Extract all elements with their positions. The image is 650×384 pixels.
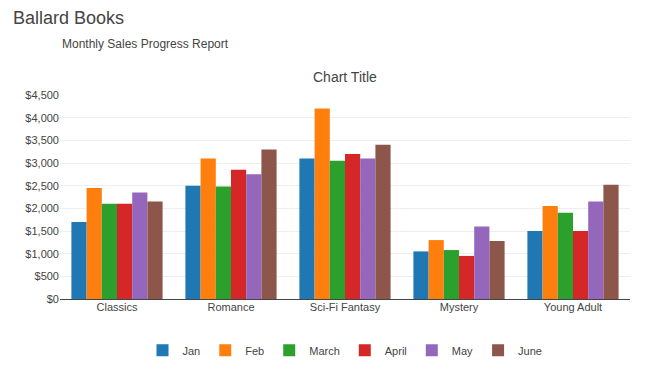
svg-text:Sci-Fi Fantasy: Sci-Fi Fantasy bbox=[310, 301, 381, 313]
svg-text:Chart Title: Chart Title bbox=[313, 69, 377, 85]
svg-text:$2,000: $2,000 bbox=[25, 202, 59, 214]
svg-text:March: March bbox=[309, 345, 340, 357]
svg-text:June: June bbox=[518, 345, 542, 357]
svg-text:Jan: Jan bbox=[183, 345, 201, 357]
svg-text:$4,000: $4,000 bbox=[25, 112, 59, 124]
svg-text:Romance: Romance bbox=[207, 301, 254, 313]
svg-text:$2,500: $2,500 bbox=[25, 180, 59, 192]
svg-text:May: May bbox=[452, 345, 473, 357]
svg-text:$0: $0 bbox=[47, 293, 59, 305]
svg-text:April: April bbox=[385, 345, 407, 357]
svg-text:$500: $500 bbox=[35, 270, 59, 282]
svg-text:Ballard Books: Ballard Books bbox=[13, 8, 124, 28]
svg-text:$4,500: $4,500 bbox=[25, 89, 59, 101]
svg-text:Mystery: Mystery bbox=[440, 301, 479, 313]
svg-text:Monthly Sales Progress Report: Monthly Sales Progress Report bbox=[62, 37, 229, 51]
svg-text:$3,500: $3,500 bbox=[25, 134, 59, 146]
svg-text:$3,000: $3,000 bbox=[25, 157, 59, 169]
svg-text:Young Adult: Young Adult bbox=[544, 301, 602, 313]
svg-text:Feb: Feb bbox=[245, 345, 264, 357]
svg-text:Classics: Classics bbox=[97, 301, 138, 313]
svg-text:$1,500: $1,500 bbox=[25, 225, 59, 237]
svg-text:$1,000: $1,000 bbox=[25, 248, 59, 260]
